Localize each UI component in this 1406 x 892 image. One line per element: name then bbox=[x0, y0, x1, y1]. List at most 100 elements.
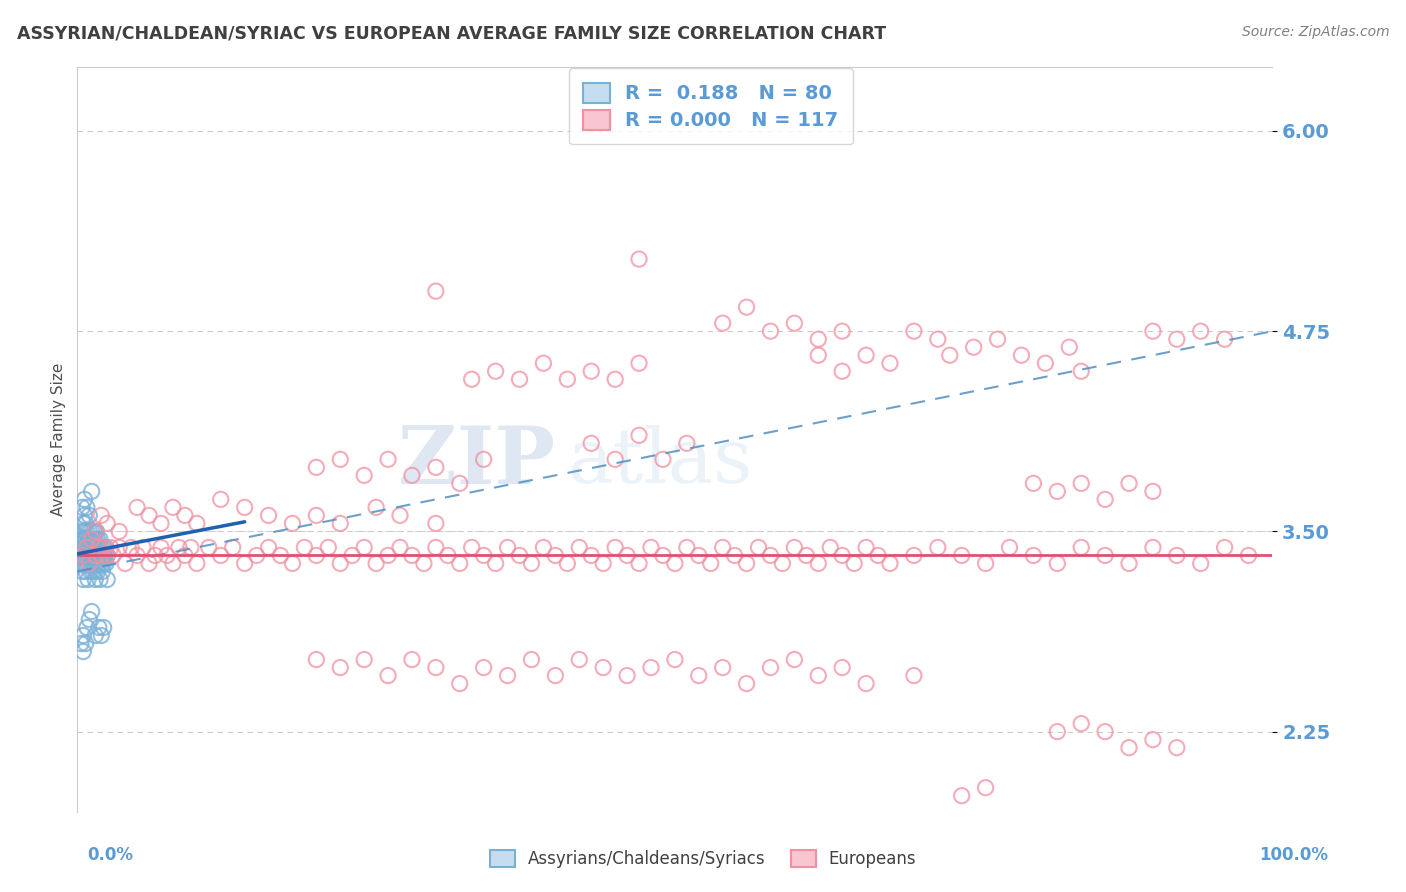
Point bbox=[93, 541, 115, 555]
Point bbox=[94, 549, 117, 563]
Point bbox=[927, 332, 949, 346]
Point bbox=[127, 500, 149, 515]
Point bbox=[688, 668, 710, 682]
Point bbox=[91, 549, 114, 563]
Point bbox=[76, 524, 98, 539]
Point bbox=[72, 573, 94, 587]
Point bbox=[509, 549, 531, 563]
Point bbox=[449, 676, 471, 690]
Point bbox=[79, 541, 101, 555]
Point bbox=[329, 516, 352, 531]
Point bbox=[855, 348, 877, 362]
Point bbox=[425, 460, 447, 475]
Point bbox=[831, 660, 853, 674]
Point bbox=[82, 533, 104, 547]
Point bbox=[711, 316, 734, 330]
Point bbox=[616, 668, 638, 682]
Point bbox=[70, 636, 93, 650]
Point bbox=[1059, 340, 1081, 354]
Point bbox=[80, 541, 103, 555]
Point bbox=[592, 660, 614, 674]
Point bbox=[70, 500, 93, 515]
Point bbox=[544, 668, 567, 682]
Point bbox=[592, 557, 614, 571]
Point bbox=[1070, 716, 1092, 731]
Legend: Assyrians/Chaldeans/Syriacs, Europeans: Assyrians/Chaldeans/Syriacs, Europeans bbox=[482, 843, 924, 875]
Point bbox=[86, 541, 108, 555]
Point bbox=[1189, 324, 1212, 338]
Point bbox=[86, 557, 108, 571]
Point bbox=[735, 676, 758, 690]
Point bbox=[80, 557, 103, 571]
Point bbox=[1046, 484, 1069, 499]
Point bbox=[80, 484, 103, 499]
Point bbox=[1011, 348, 1033, 362]
Point bbox=[820, 541, 842, 555]
Point bbox=[80, 605, 103, 619]
Point bbox=[77, 573, 100, 587]
Point bbox=[401, 652, 423, 666]
Point bbox=[1118, 740, 1140, 755]
Point bbox=[76, 557, 98, 571]
Point bbox=[724, 549, 747, 563]
Point bbox=[388, 508, 412, 523]
Point bbox=[472, 660, 495, 674]
Point bbox=[366, 557, 388, 571]
Point bbox=[180, 541, 202, 555]
Point bbox=[91, 565, 114, 579]
Point bbox=[209, 492, 232, 507]
Point bbox=[329, 452, 352, 467]
Point bbox=[676, 541, 699, 555]
Point bbox=[1070, 476, 1092, 491]
Point bbox=[138, 508, 160, 523]
Point bbox=[664, 557, 686, 571]
Point bbox=[879, 557, 901, 571]
Point bbox=[150, 516, 173, 531]
Point bbox=[79, 557, 101, 571]
Point bbox=[868, 549, 890, 563]
Point bbox=[73, 492, 96, 507]
Point bbox=[353, 468, 375, 483]
Point bbox=[1166, 549, 1188, 563]
Point bbox=[831, 364, 853, 378]
Point bbox=[425, 284, 447, 298]
Point bbox=[108, 524, 131, 539]
Point bbox=[72, 644, 94, 658]
Point bbox=[807, 557, 830, 571]
Point bbox=[143, 549, 166, 563]
Point bbox=[94, 541, 117, 555]
Point bbox=[83, 557, 105, 571]
Point bbox=[70, 557, 93, 571]
Point bbox=[1094, 549, 1116, 563]
Point bbox=[1142, 732, 1164, 747]
Point bbox=[1166, 332, 1188, 346]
Point bbox=[167, 541, 190, 555]
Point bbox=[605, 452, 627, 467]
Point bbox=[1142, 541, 1164, 555]
Point bbox=[75, 636, 97, 650]
Point bbox=[70, 533, 93, 547]
Point bbox=[425, 541, 447, 555]
Point bbox=[70, 565, 93, 579]
Point bbox=[96, 549, 118, 563]
Point bbox=[329, 557, 352, 571]
Point bbox=[640, 660, 662, 674]
Point bbox=[759, 549, 782, 563]
Point bbox=[156, 549, 179, 563]
Point bbox=[150, 541, 173, 555]
Point bbox=[855, 541, 877, 555]
Point bbox=[366, 500, 388, 515]
Point bbox=[735, 300, 758, 314]
Y-axis label: Average Family Size: Average Family Size bbox=[51, 363, 66, 516]
Point bbox=[318, 541, 340, 555]
Point bbox=[1046, 724, 1069, 739]
Point bbox=[520, 652, 543, 666]
Point bbox=[783, 541, 806, 555]
Point bbox=[533, 541, 555, 555]
Point bbox=[772, 557, 794, 571]
Point bbox=[127, 549, 149, 563]
Point bbox=[70, 541, 93, 555]
Point bbox=[748, 541, 770, 555]
Point bbox=[76, 541, 98, 555]
Point bbox=[90, 628, 112, 642]
